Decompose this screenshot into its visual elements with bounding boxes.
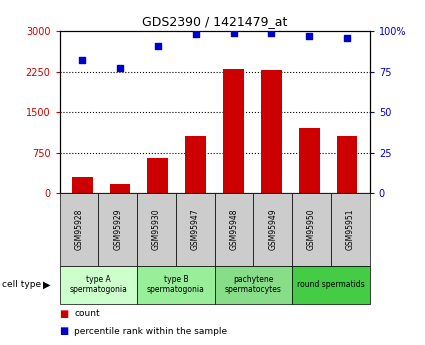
- Text: GSM95951: GSM95951: [346, 209, 355, 250]
- Bar: [72, 177, 93, 193]
- Text: round spermatids: round spermatids: [297, 280, 365, 289]
- Bar: [299, 128, 320, 193]
- Bar: [223, 69, 244, 193]
- Text: GSM95930: GSM95930: [152, 209, 161, 250]
- Text: percentile rank within the sample: percentile rank within the sample: [74, 327, 227, 336]
- Text: ▶: ▶: [42, 280, 50, 289]
- Point: [230, 30, 237, 36]
- Bar: [185, 136, 206, 193]
- Bar: [261, 70, 282, 193]
- Bar: [110, 184, 130, 193]
- Title: GDS2390 / 1421479_at: GDS2390 / 1421479_at: [142, 16, 287, 29]
- Point: [154, 43, 161, 48]
- Text: GSM95949: GSM95949: [268, 209, 277, 250]
- Bar: [337, 136, 357, 193]
- Text: ■: ■: [60, 326, 69, 336]
- Point: [344, 35, 351, 40]
- Text: type A
spermatogonia: type A spermatogonia: [69, 275, 127, 294]
- Text: GSM95929: GSM95929: [113, 209, 122, 250]
- Point: [306, 33, 313, 39]
- Text: GSM95948: GSM95948: [230, 209, 238, 250]
- Point: [268, 30, 275, 36]
- Text: pachytene
spermatocytes: pachytene spermatocytes: [225, 275, 282, 294]
- Bar: [147, 158, 168, 193]
- Text: cell type: cell type: [2, 280, 41, 289]
- Point: [192, 31, 199, 37]
- Text: GSM95947: GSM95947: [191, 209, 200, 250]
- Point: [79, 58, 85, 63]
- Text: GSM95928: GSM95928: [74, 209, 83, 250]
- Point: [116, 66, 123, 71]
- Text: GSM95950: GSM95950: [307, 209, 316, 250]
- Text: type B
spermatogonia: type B spermatogonia: [147, 275, 205, 294]
- Text: count: count: [74, 309, 100, 318]
- Text: ■: ■: [60, 309, 69, 319]
